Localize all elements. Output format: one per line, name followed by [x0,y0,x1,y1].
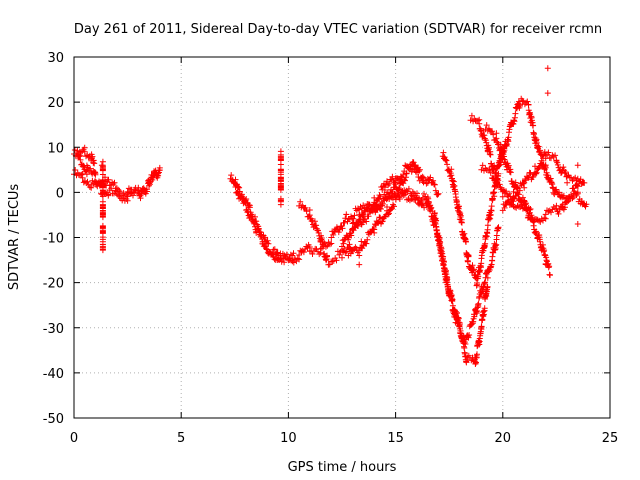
series-arc-e [231,176,298,266]
y-tick-label: 0 [56,186,64,201]
series-outliers [98,65,581,278]
y-tick-label: 30 [47,51,64,66]
y-axis-label: SDTVAR / TECUs [7,184,22,291]
point-markers [478,162,590,225]
point-markers [277,148,284,208]
point-markers [99,158,106,254]
y-tick-label: -10 [43,232,64,247]
series-arc-c [73,144,99,178]
series-arc-o [499,149,581,214]
series-spike-b [277,148,284,208]
series-spike-a [99,158,106,254]
point-markers [467,95,588,208]
x-tick-label: 20 [495,431,512,446]
y-tick-label: 20 [47,96,64,111]
x-tick-label: 10 [280,431,297,446]
y-tick-label: -30 [43,322,64,337]
point-markers [231,176,298,266]
y-tick-label: -20 [43,277,64,292]
x-tick-label: 5 [177,431,185,446]
point-markers [98,65,581,278]
point-markers [349,186,502,347]
point-markers [73,144,99,178]
y-tick-label: -40 [43,367,64,382]
data-points [71,65,590,367]
x-tick-label: 15 [387,431,404,446]
x-axis-label: GPS time / hours [288,460,397,475]
x-tick-label: 0 [70,431,78,446]
y-tick-label: 10 [47,141,64,156]
axis-ticks: 0 5 10 15 20 25 -50 -40 -30 -20 -10 0 10 20 30 [43,51,619,446]
y-tick-label: -50 [43,412,64,427]
grid-lines [74,57,610,418]
point-markers [296,198,356,268]
series-arc-f [296,198,356,268]
x-tick-label: 25 [602,431,619,446]
series-arc-l [467,95,588,208]
chart-title: Day 261 of 2011, Sidereal Day-to-day VTE… [74,22,602,37]
series-arc-j [349,186,502,347]
series-arc-n [478,162,590,225]
point-markers [499,149,581,214]
